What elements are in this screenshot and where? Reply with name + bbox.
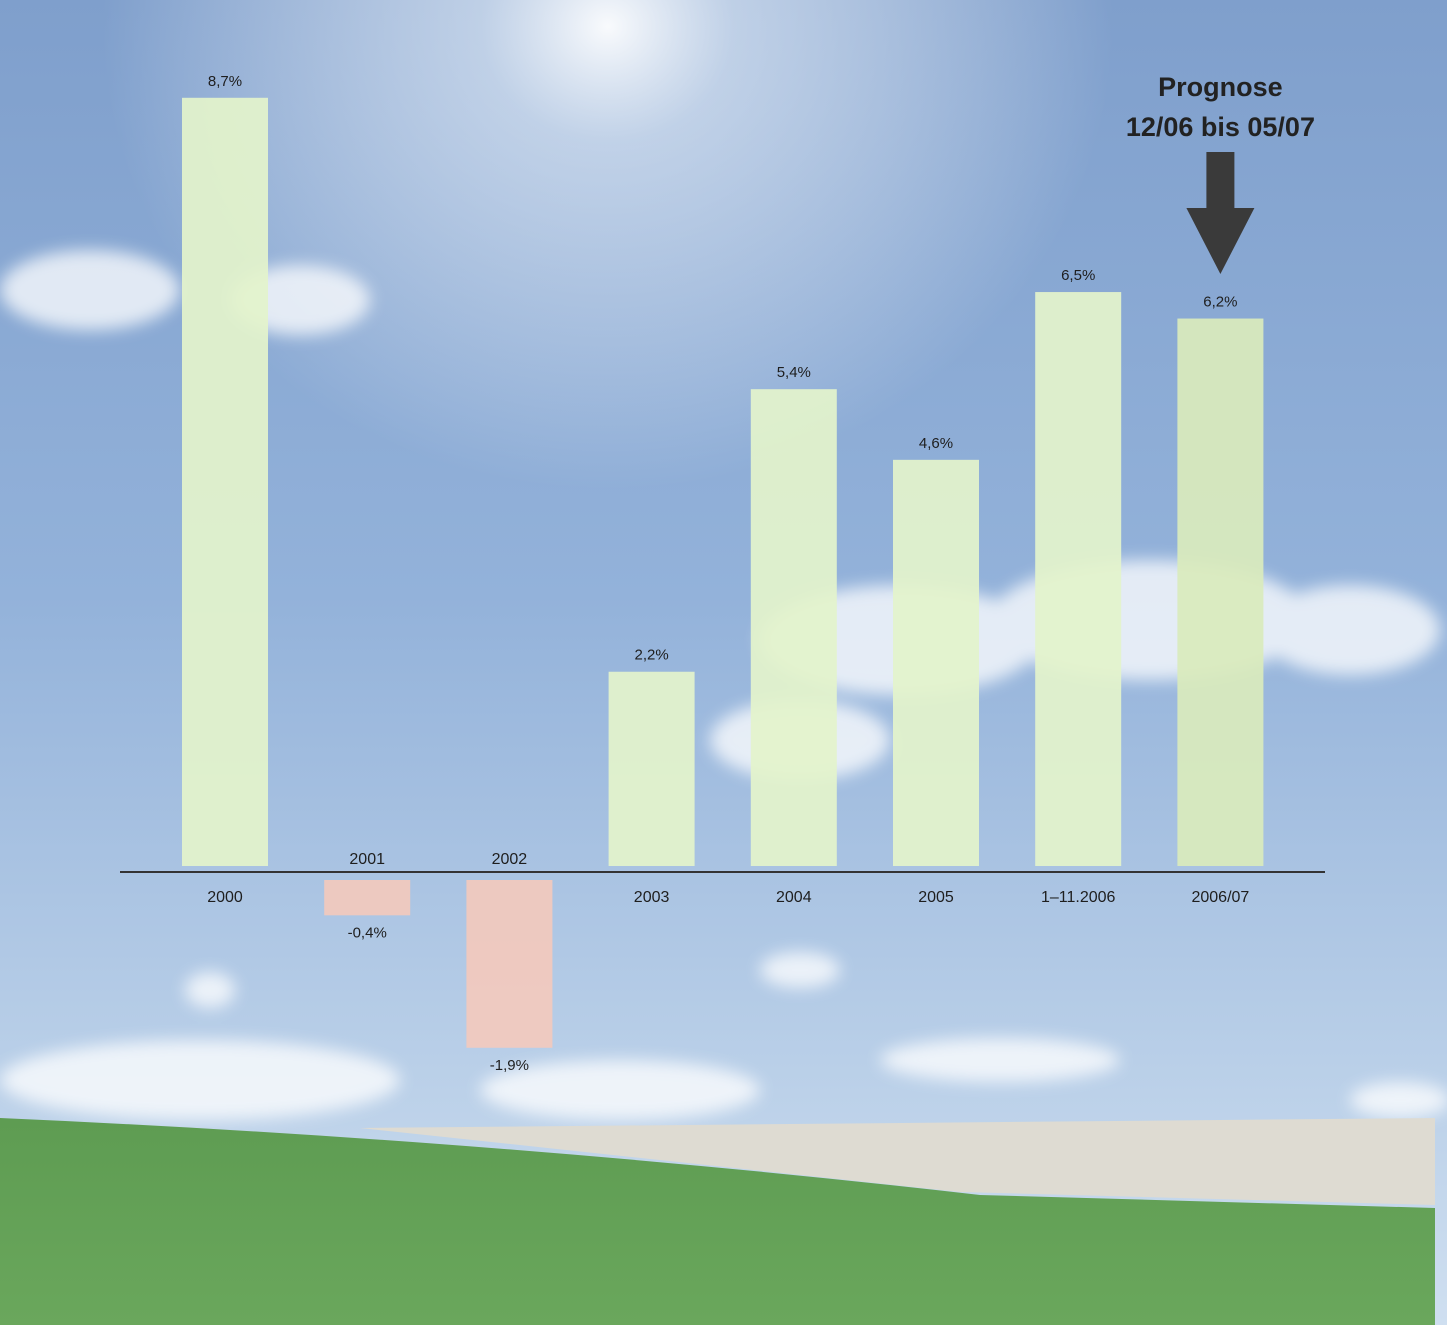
value-label-4: 5,4%: [777, 364, 811, 381]
down-arrow-icon: [1186, 152, 1255, 274]
green-field: [0, 1118, 1435, 1325]
category-label-1: 2001: [349, 851, 385, 868]
bar-3: [608, 671, 695, 866]
value-labels: 8,7% -0,4% -1,9% 2,2% 5,4% 4,6% 6,5% 6,2%: [208, 73, 1238, 1074]
bar-5: [893, 459, 979, 866]
value-label-2: -1,9%: [490, 1057, 529, 1074]
category-label-6: 1–11.2006: [1041, 889, 1116, 906]
forecast-label-line-1: Prognose: [1158, 72, 1283, 102]
bar-2: [466, 880, 553, 1048]
category-label-2: 2002: [492, 851, 528, 868]
category-label-5: 2005: [918, 889, 954, 906]
bar-4: [750, 389, 837, 866]
category-label-7: 2006/07: [1191, 889, 1249, 906]
category-label-0: 2000: [207, 889, 243, 906]
value-label-1: -0,4%: [348, 924, 387, 941]
forecast-label-line-2: 12/06 bis 05/07: [1126, 112, 1315, 142]
bar-0: [182, 97, 268, 867]
value-label-0: 8,7%: [208, 73, 242, 90]
category-label-4: 2004: [776, 889, 812, 906]
category-label-3: 2003: [634, 889, 670, 906]
value-label-7: 6,2%: [1203, 294, 1237, 311]
value-label-5: 4,6%: [919, 435, 953, 452]
bar-7: [1177, 318, 1264, 866]
bar-6: [1035, 292, 1122, 866]
bar-1: [324, 880, 411, 916]
value-label-3: 2,2%: [634, 647, 668, 664]
value-label-6: 6,5%: [1061, 267, 1095, 284]
snow-field: [360, 1118, 1435, 1205]
forecast-annotation: Prognose 12/06 bis 05/07: [1126, 72, 1315, 274]
bars: [182, 97, 1264, 1048]
category-labels: 2000 2001 2002 2003 2004 2005 1–11.2006 2006/07: [207, 851, 1249, 906]
